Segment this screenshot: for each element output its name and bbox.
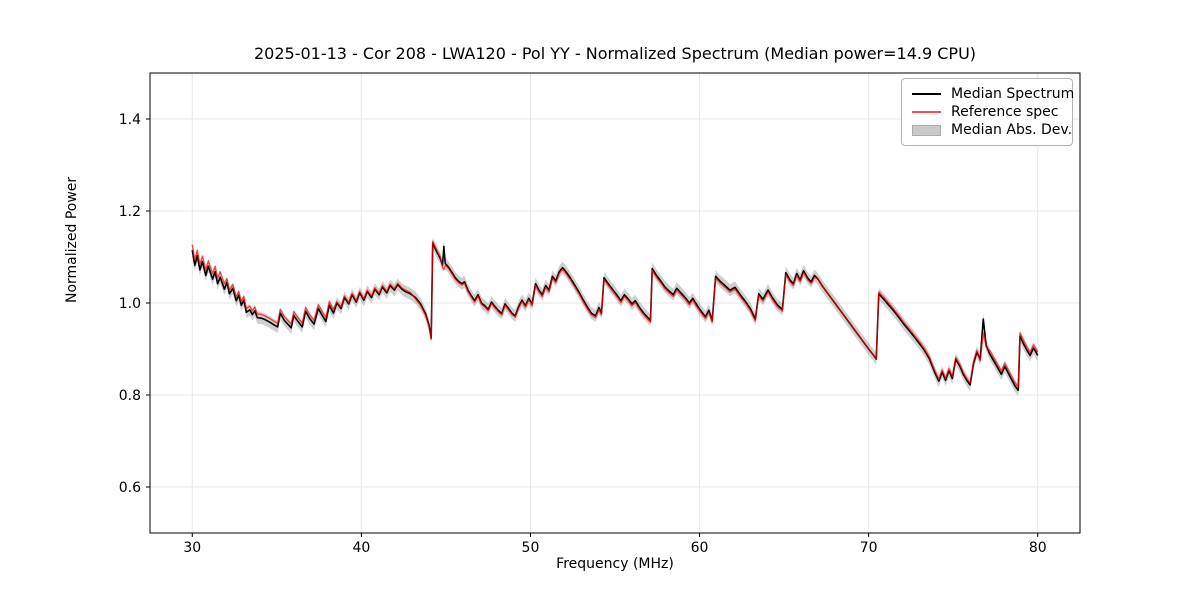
x-axis-label: Frequency (MHz): [556, 556, 674, 572]
reference-spec-line-swatch: [912, 111, 941, 113]
y-tick-label: 1.2: [119, 204, 141, 220]
median-abs-dev-band: [192, 237, 1038, 397]
x-tick-label: 70: [860, 540, 878, 556]
y-tick-label: 0.8: [119, 388, 141, 404]
y-tick-label: 1.4: [119, 112, 141, 128]
legend-label: Median Spectrum: [951, 86, 1075, 102]
reference-spec-line: [191, 240, 1039, 388]
y-tick-label: 1.0: [119, 296, 141, 312]
legend-label: Reference spec: [951, 104, 1059, 120]
y-tick-label: 0.6: [119, 480, 141, 496]
x-tick-label: 30: [183, 540, 201, 556]
legend-item-median-spectrum: Median Spectrum: [912, 85, 1074, 103]
x-tick-label: 80: [1029, 540, 1047, 556]
median-spectrum-line-swatch: [912, 93, 941, 95]
median-abs-dev-patch-swatch: [912, 124, 941, 136]
chart-title: 2025-01-13 - Cor 208 - LWA120 - Pol YY -…: [253, 44, 977, 63]
x-tick-label: 40: [352, 540, 370, 556]
x-tick-label: 60: [691, 540, 709, 556]
median-spectrum-line: [191, 242, 1039, 392]
legend-item-reference-spec: Reference spec: [912, 103, 1062, 121]
legend-item-median-abs-dev: Median Abs. Dev.: [912, 121, 1072, 139]
x-tick-label: 50: [522, 540, 540, 556]
legend-label: Median Abs. Dev.: [951, 122, 1073, 138]
legend-box: Median Spectrum Reference spec Median Ab…: [901, 78, 1074, 146]
